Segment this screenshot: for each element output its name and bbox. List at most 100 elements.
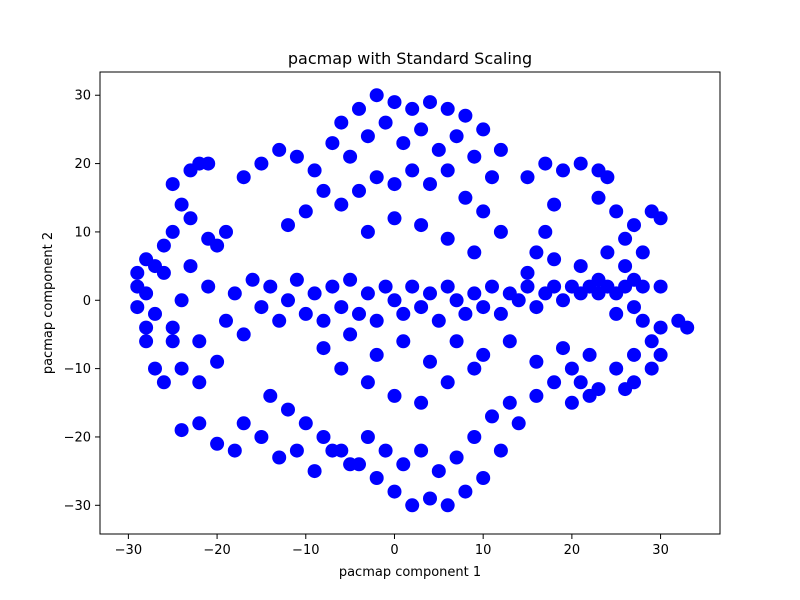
x-tick-label: 10 <box>475 543 492 558</box>
scatter-point <box>458 108 473 123</box>
scatter-point <box>396 306 411 321</box>
scatter-point <box>298 306 313 321</box>
scatter-point <box>316 341 331 356</box>
scatter-point <box>334 197 349 212</box>
scatter-point <box>414 218 429 233</box>
y-tick-label: −30 <box>64 499 91 514</box>
scatter-point <box>582 388 597 403</box>
scatter-point <box>148 306 162 321</box>
scatter-point <box>156 375 171 390</box>
scatter-point <box>405 101 420 116</box>
scatter-point <box>467 149 482 164</box>
scatter-point <box>165 224 180 239</box>
scatter-point <box>449 450 464 465</box>
scatter-point <box>511 416 526 431</box>
scatter-point <box>387 484 402 499</box>
scatter-point <box>431 313 446 328</box>
scatter-point <box>485 409 499 424</box>
scatter-point <box>148 259 162 274</box>
scatter-point <box>130 300 145 315</box>
scatter-point <box>635 245 650 260</box>
scatter-point <box>467 286 482 301</box>
scatter-point <box>547 252 562 267</box>
scatter-point <box>236 327 251 342</box>
scatter-point <box>653 347 668 362</box>
scatter-point <box>174 197 189 212</box>
x-tick-label: −10 <box>292 543 319 558</box>
scatter-point <box>343 327 358 342</box>
scatter-point <box>192 375 207 390</box>
scatter-point <box>236 170 251 185</box>
scatter-point <box>369 170 384 185</box>
scatter-point <box>352 306 366 321</box>
x-tick-label: 0 <box>390 543 398 558</box>
x-axis-label: pacmap component 1 <box>339 565 481 580</box>
scatter-point <box>316 430 331 444</box>
scatter-point <box>378 443 393 458</box>
scatter-point <box>281 402 295 417</box>
scatter-point <box>272 313 287 328</box>
scatter-point <box>423 177 437 192</box>
scatter-point <box>618 382 633 397</box>
points-layer <box>130 88 695 513</box>
scatter-point <box>582 347 597 362</box>
scatter-point <box>440 163 455 178</box>
scatter-point <box>139 320 154 335</box>
scatter-point <box>156 238 171 253</box>
scatter-point <box>653 211 668 226</box>
scatter-point <box>520 279 535 294</box>
scatter-point <box>618 231 633 246</box>
scatter-point <box>627 218 641 233</box>
scatter-point <box>591 190 606 205</box>
scatter-point <box>174 361 189 376</box>
scatter-point <box>653 279 668 294</box>
y-axis-ticks: −30 −20 −10 0 10 20 30 <box>64 89 100 514</box>
scatter-point <box>192 416 207 431</box>
scatter-point <box>573 156 588 171</box>
scatter-point <box>493 443 508 458</box>
scatter-point <box>325 443 340 458</box>
scatter-point <box>289 443 304 458</box>
scatter-point <box>325 279 340 294</box>
scatter-point <box>502 334 517 349</box>
scatter-point <box>502 395 517 410</box>
scatter-point <box>272 142 287 157</box>
scatter-point <box>618 259 633 274</box>
scatter-point <box>360 430 375 444</box>
y-tick-label: 10 <box>74 225 91 240</box>
scatter-point <box>183 259 198 274</box>
scatter-point <box>440 279 455 294</box>
scatter-point <box>298 204 313 219</box>
scatter-point <box>219 224 233 239</box>
scatter-point <box>130 265 145 280</box>
scatter-point <box>440 375 455 390</box>
scatter-point <box>556 293 570 308</box>
scatter-point <box>334 361 349 376</box>
x-tick-label: 20 <box>564 543 581 558</box>
scatter-point <box>396 136 411 151</box>
scatter-point <box>600 245 615 260</box>
scatter-point <box>431 142 446 157</box>
x-axis-ticks: −30 −20 −10 0 10 20 30 <box>115 534 669 558</box>
scatter-point <box>520 265 535 280</box>
scatter-point <box>307 286 322 301</box>
scatter-point <box>653 320 668 335</box>
scatter-point <box>476 471 491 485</box>
scatter-point <box>449 129 464 144</box>
scatter-point <box>414 443 429 458</box>
y-tick-label: 20 <box>74 157 91 172</box>
scatter-point <box>485 170 499 185</box>
scatter-point <box>547 279 562 294</box>
scatter-point <box>458 306 473 321</box>
scatter-point <box>343 272 358 287</box>
scatter-point <box>423 95 437 110</box>
scatter-point <box>281 293 295 308</box>
scatter-point <box>378 115 393 130</box>
scatter-point <box>325 136 340 151</box>
scatter-point <box>609 286 624 301</box>
scatter-point <box>627 347 641 362</box>
scatter-point <box>369 88 384 103</box>
scatter-point <box>476 300 491 315</box>
scatter-point <box>165 320 180 335</box>
scatter-point <box>360 286 375 301</box>
